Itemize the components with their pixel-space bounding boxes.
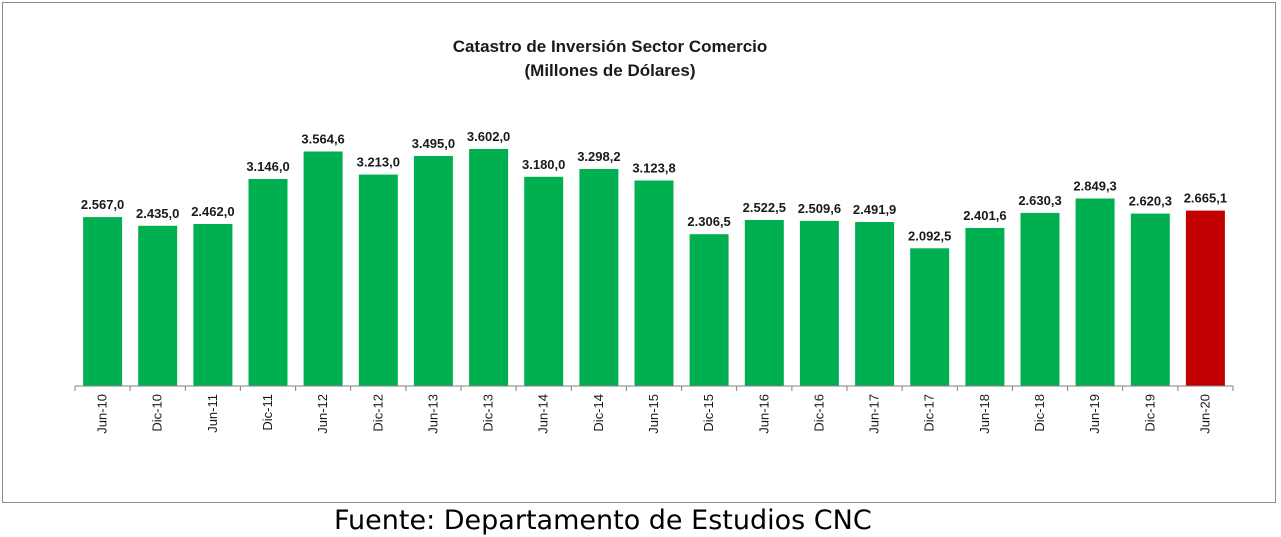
bar-jun-16 xyxy=(744,220,784,386)
bar-chart: Catastro de Inversión Sector Comercio (M… xyxy=(74,37,1234,434)
value-label: 2.620,3 xyxy=(1129,194,1172,209)
x-tick-label: Dic-19 xyxy=(1142,394,1157,432)
x-tick-label: Jun-10 xyxy=(95,394,110,434)
x-tick-label: Dic-15 xyxy=(701,394,716,432)
bar-dic-14 xyxy=(579,169,619,386)
x-tick-label: Jun-19 xyxy=(1087,394,1102,434)
value-label: 2.567,0 xyxy=(81,197,124,212)
value-label: 2.306,5 xyxy=(687,214,730,229)
bar-jun-12 xyxy=(303,151,343,386)
bar-jun-19 xyxy=(1075,198,1115,386)
bar-dic-19 xyxy=(1130,213,1170,386)
bar-dic-15 xyxy=(689,234,729,386)
x-tick-label: Dic-16 xyxy=(811,394,826,432)
x-tick-label: Jun-15 xyxy=(646,394,661,434)
bar-jun-15 xyxy=(634,180,674,386)
x-tick-label: Dic-14 xyxy=(591,394,606,432)
x-tick-label: Jun-11 xyxy=(205,394,220,433)
value-label: 3.495,0 xyxy=(412,136,455,151)
x-tick-label: Dic-10 xyxy=(150,394,165,432)
value-label: 3.123,8 xyxy=(632,161,675,176)
chart-title: Catastro de Inversión Sector Comercio xyxy=(453,37,768,56)
value-label: 2.092,5 xyxy=(908,228,951,243)
value-labels-group: 2.567,0 2.435,0 2.462,0 3.146,0 3.564,6 3.213… xyxy=(81,129,1227,243)
x-axis-tick-labels: Jun-10 Dic-10 Jun-11 Dic-11 Jun-12 Dic-12 Jun-… xyxy=(95,394,1213,434)
bar-dic-16 xyxy=(799,220,839,386)
bar-jun-17 xyxy=(855,222,895,386)
bar-jun-18 xyxy=(965,228,1005,386)
value-label: 2.522,5 xyxy=(743,200,786,215)
x-tick-label: Jun-20 xyxy=(1197,394,1212,434)
chart-subtitle: (Millones de Dólares) xyxy=(525,61,696,80)
bars-group xyxy=(83,149,1225,386)
value-label: 3.146,0 xyxy=(246,159,289,174)
value-label: 3.213,0 xyxy=(357,155,400,170)
bar-dic-12 xyxy=(358,174,398,386)
x-tick-label: Jun-18 xyxy=(977,394,992,434)
value-label: 2.401,6 xyxy=(963,208,1006,223)
bar-dic-10 xyxy=(138,225,178,386)
x-tick-label: Dic-11 xyxy=(260,394,275,431)
value-label: 2.630,3 xyxy=(1018,193,1061,208)
value-label: 2.509,6 xyxy=(798,201,841,216)
x-tick-label: Jun-14 xyxy=(536,394,551,434)
x-tick-label: Dic-17 xyxy=(922,394,937,432)
value-label: 3.602,0 xyxy=(467,129,510,144)
value-label: 3.564,6 xyxy=(301,132,344,147)
x-tick-label: Jun-16 xyxy=(756,394,771,434)
value-label: 2.462,0 xyxy=(191,204,234,219)
bar-jun-11 xyxy=(193,224,233,386)
bar-dic-11 xyxy=(248,179,288,386)
x-tick-label: Dic-13 xyxy=(481,394,496,432)
value-label: 2.665,1 xyxy=(1184,191,1227,206)
value-label: 2.435,0 xyxy=(136,206,179,221)
value-label: 2.849,3 xyxy=(1073,179,1116,194)
x-tick-label: Dic-12 xyxy=(370,394,385,432)
x-tick-label: Jun-12 xyxy=(315,394,330,434)
bar-dic-17 xyxy=(910,248,950,386)
x-tick-label: Jun-17 xyxy=(867,394,882,434)
bar-jun-14 xyxy=(524,176,564,386)
value-label: 3.180,0 xyxy=(522,157,565,172)
bar-dic-13 xyxy=(469,149,509,386)
chart-frame: Catastro de Inversión Sector Comercio (M… xyxy=(2,2,1276,503)
bar-jun-13 xyxy=(413,156,453,386)
bar-jun-10 xyxy=(83,217,123,386)
x-axis xyxy=(74,385,1234,391)
source-note: Fuente: Departamento de Estudios CNC xyxy=(334,505,872,536)
x-tick-label: Jun-13 xyxy=(425,394,440,434)
value-label: 3.298,2 xyxy=(577,149,620,164)
bar-jun-20 xyxy=(1185,210,1225,386)
x-tick-label: Dic-18 xyxy=(1032,394,1047,432)
bar-dic-18 xyxy=(1020,212,1060,386)
value-label: 2.491,9 xyxy=(853,202,896,217)
